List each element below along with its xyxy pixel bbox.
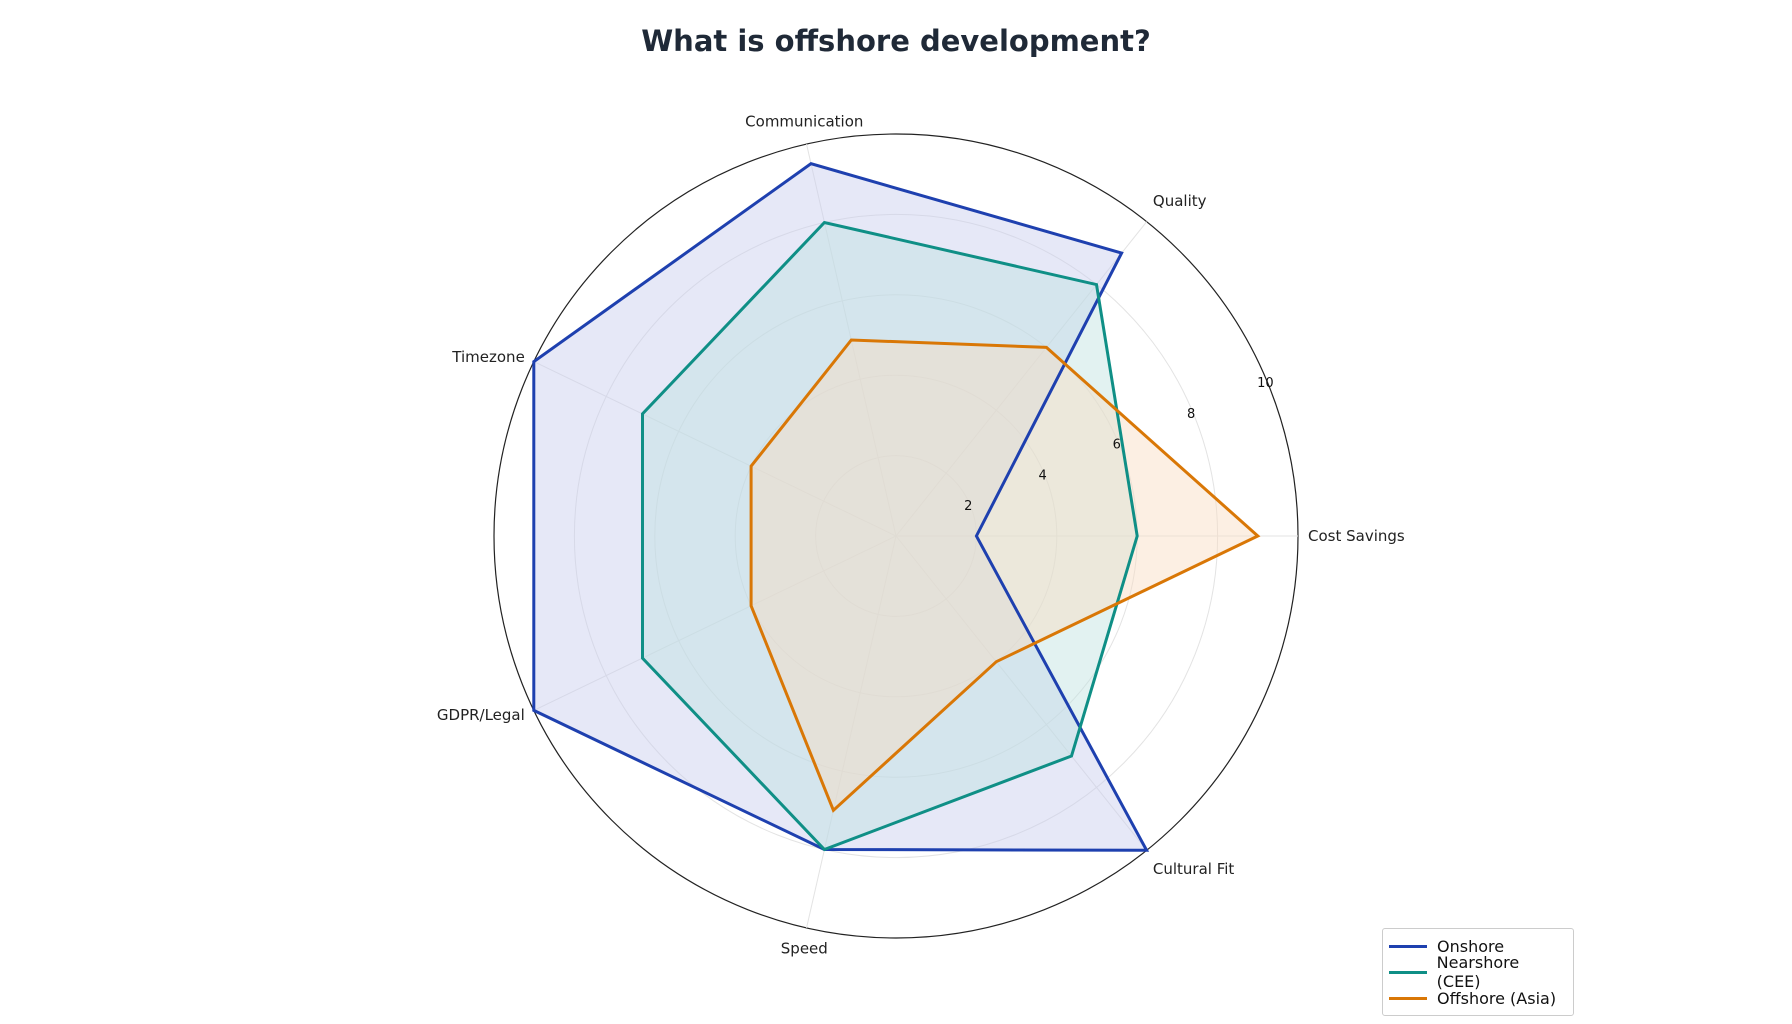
axis-label-speed: Speed — [781, 940, 828, 958]
series-area-nearshore-cee — [642, 222, 1138, 850]
spoke-speed — [806, 535, 897, 929]
legend-item-offshore: Offshore (Asia) — [1389, 985, 1567, 1011]
axis-label-timezone: Timezone — [451, 348, 525, 366]
legend-item-onshore: Onshore — [1389, 933, 1567, 959]
legend-label-offshore: Offshore (Asia) — [1437, 988, 1557, 1008]
series-line-offshore-asia — [749, 338, 1261, 813]
spoke-quality — [895, 221, 1148, 537]
tick-label-2: 2 — [964, 499, 972, 514]
series-line-onshore — [532, 162, 1150, 852]
legend-swatch-onshore — [1389, 944, 1427, 948]
tick-label-6: 6 — [1113, 438, 1121, 453]
tick-label-8: 8 — [1187, 407, 1195, 422]
tick-label-4: 4 — [1038, 469, 1046, 484]
label-layer: Cost Savings Quality Communication Timezone… — [437, 112, 1405, 957]
chart-title: What is offshore development? — [641, 24, 1151, 58]
grid-layer — [493, 133, 1299, 939]
spoke-cultural-fit — [895, 535, 1148, 851]
spoke-gdpr-legal — [533, 535, 897, 711]
spoke-timezone — [533, 361, 897, 537]
legend-item-nearshore: Nearshore (CEE) — [1389, 953, 1567, 991]
series-area-onshore — [533, 163, 1147, 851]
legend-label-nearshore: Nearshore (CEE) — [1436, 953, 1520, 991]
series-layer — [532, 162, 1261, 852]
axis-label-cost-savings: Cost Savings — [1308, 527, 1405, 545]
axis-label-communication: Communication — [745, 112, 863, 130]
axis-label-cultural-fit: Cultural Fit — [1153, 860, 1235, 878]
legend: Onshore Nearshore (CEE) Offshore (Asia) — [1382, 928, 1574, 1016]
series-area-offshore-asia — [751, 340, 1258, 811]
legend-swatch-nearshore — [1389, 970, 1427, 974]
tick-label-10: 10 — [1257, 376, 1274, 391]
legend-label-onshore: Onshore — [1437, 936, 1505, 956]
series-line-nearshore-cee — [641, 220, 1139, 852]
axis-label-gdpr-legal: GDPR/Legal — [437, 706, 525, 724]
legend-swatch-offshore — [1389, 996, 1427, 1000]
axis-label-quality: Quality — [1153, 192, 1207, 210]
